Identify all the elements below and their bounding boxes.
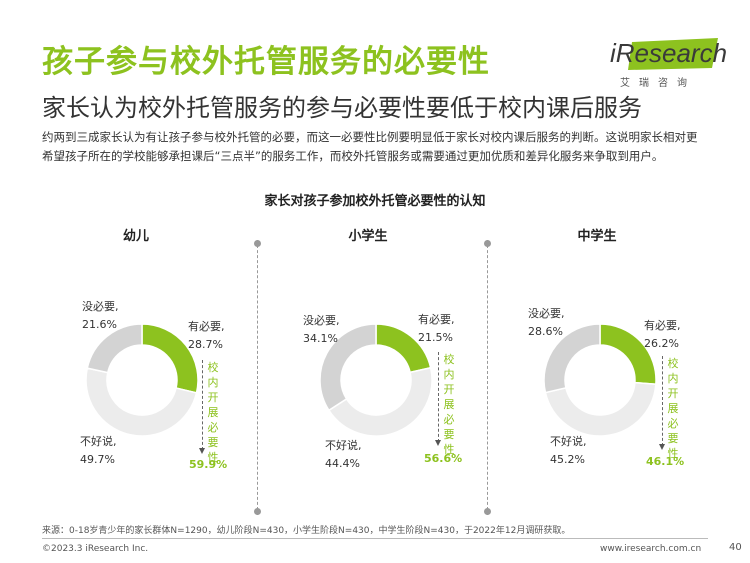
logo-subtitle: 艾瑞咨询 xyxy=(620,78,696,89)
donut-slice-1 xyxy=(544,381,657,437)
footer-divider xyxy=(42,538,708,539)
slice-label-unsure: 不好说, 45.2% xyxy=(550,435,587,466)
annotation-value: 59.9% xyxy=(189,458,228,471)
panel-title-primary: 小学生 xyxy=(348,229,388,244)
slice-label-no-need: 没必要, 34.1% xyxy=(303,314,340,345)
annotation-text: 校内开展必要性 xyxy=(207,361,219,464)
annotation-value: 46.1% xyxy=(646,455,685,468)
donut-slice-2 xyxy=(319,323,377,412)
chart-title: 家长对孩子参加校外托管必要性的认知 xyxy=(264,194,486,209)
page-subtitle: 家长认为校外托管服务的参与必要性要低于校内课后服务 xyxy=(42,94,642,122)
logo-wordmark: iResearch xyxy=(610,38,728,68)
description-text: 约两到三成家长认为有让孩子参与校外托管的必要，而这一必要性比例要明显低于家长对校… xyxy=(42,130,698,163)
slice-label-necessary: 有必要, 28.7% xyxy=(188,320,225,351)
slice-label-unsure: 不好说, 44.4% xyxy=(325,439,362,470)
donut-chart-secondary xyxy=(543,323,657,437)
annotation-text: 校内开展必要性 xyxy=(443,353,455,456)
donut-chart-kindergarten xyxy=(85,323,199,437)
donut-slice-1 xyxy=(85,367,198,437)
annotation-text: 校内开展必要性 xyxy=(667,357,679,460)
copyright: ©2023.3 iResearch Inc. xyxy=(42,544,149,554)
website-link[interactable]: www.iresearch.com.cn xyxy=(600,544,702,554)
slice-label-no-need: 没必要, 28.6% xyxy=(528,307,565,338)
logo-shape xyxy=(628,38,718,70)
divider-dot xyxy=(484,508,491,515)
annotation-arrow xyxy=(435,352,441,446)
source-note: 来源：0-18岁青少年的家长群体N=1290，幼儿阶段N=430，小学生阶段N=… xyxy=(42,526,571,536)
slice-label-necessary: 有必要, 21.5% xyxy=(418,313,455,344)
panel-title-kindergarten: 幼儿 xyxy=(122,229,149,244)
divider-dot xyxy=(254,508,261,515)
annotation-arrow xyxy=(659,356,665,450)
slice-label-necessary: 有必要, 26.2% xyxy=(644,319,681,350)
donut-slice-2 xyxy=(86,323,143,374)
divider-dot xyxy=(484,240,491,247)
panel-divider xyxy=(254,240,261,515)
annotation-arrow xyxy=(199,360,205,454)
divider-dot xyxy=(254,240,261,247)
panel-divider xyxy=(484,240,491,515)
page-number: 40 xyxy=(729,542,742,553)
annotation-value: 56.6% xyxy=(424,452,463,465)
page-title: 孩子参与校外托管服务的必要性 xyxy=(42,44,490,80)
slice-label-no-need: 没必要, 21.6% xyxy=(82,300,119,331)
donut-slice-2 xyxy=(543,323,601,394)
donut-chart-primary xyxy=(319,323,433,437)
donut-slice-1 xyxy=(327,366,433,437)
slice-label-unsure: 不好说, 49.7% xyxy=(80,435,117,466)
iresearch-logo: iResearch 艾瑞咨询 xyxy=(610,38,727,98)
panel-title-secondary: 中学生 xyxy=(577,229,617,244)
